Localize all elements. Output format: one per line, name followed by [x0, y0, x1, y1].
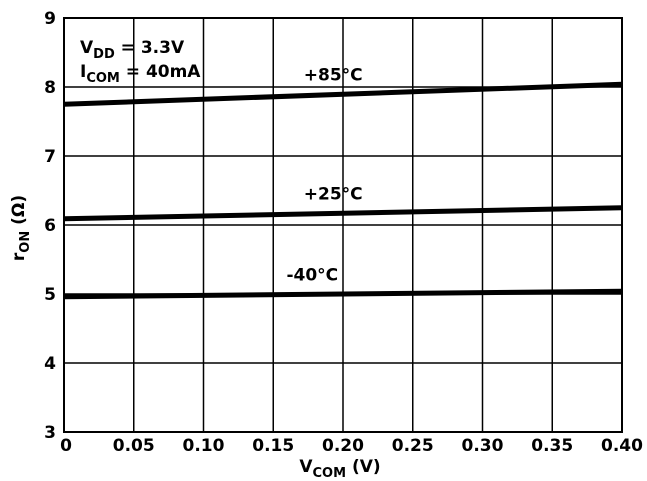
series-label: -40°C [286, 265, 338, 285]
y-tick-label: 3 [44, 423, 56, 443]
x-tick-label: 0.35 [531, 436, 573, 456]
x-tick-labels: 0 0.05 0.10 0.15 0.20 0.25 0.30 0.35 0.40 [60, 436, 643, 456]
x-axis-label: VCOM (V) [299, 457, 380, 481]
y-tick-labels: 3 4 5 6 7 8 9 [44, 9, 56, 443]
y-tick-label: 7 [44, 147, 56, 167]
plot-area-frame [63, 17, 623, 433]
series-lines [63, 81, 623, 300]
x-tick-label: 0.20 [322, 436, 364, 456]
x-tick-label: 0.05 [113, 436, 155, 456]
x-tick-label: 0 [60, 436, 72, 456]
series-labels: +85°C +25°C -40°C [286, 66, 362, 286]
series-line [63, 288, 623, 300]
series-line [63, 81, 623, 107]
x-tick-label: 0.40 [601, 436, 643, 456]
series-label: +85°C [304, 66, 363, 86]
y-tick-label: 8 [44, 78, 56, 98]
series-line [63, 205, 623, 222]
x-tick-label: 0.25 [392, 436, 434, 456]
x-tick-label: 0.30 [462, 436, 504, 456]
y-tick-label: 4 [44, 354, 56, 374]
condition-annotations: VDD = 3.3V ICOM = 40mA [80, 38, 201, 86]
y-tick-label: 9 [44, 9, 56, 29]
x-tick-label: 0.10 [183, 436, 225, 456]
y-tick-label: 6 [44, 216, 56, 236]
annotation-vdd: VDD = 3.3V [80, 38, 185, 62]
y-tick-label: 5 [44, 285, 56, 305]
x-tick-label: 0.15 [252, 436, 294, 456]
y-axis-label: rON (Ω) [9, 195, 33, 261]
series-label: +25°C [304, 184, 363, 204]
annotation-icom: ICOM = 40mA [80, 62, 201, 86]
